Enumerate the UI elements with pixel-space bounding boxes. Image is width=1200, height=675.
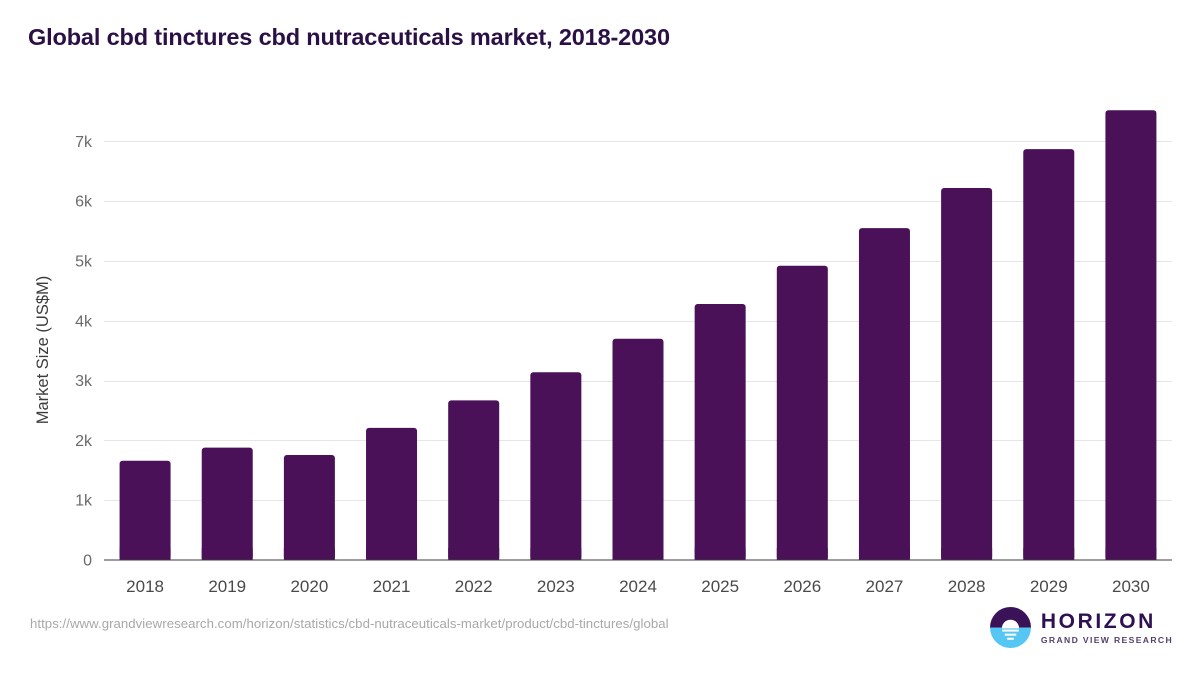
x-tick-label: 2028 bbox=[948, 577, 986, 596]
x-tick-label: 2029 bbox=[1030, 577, 1068, 596]
y-tick-label: 0 bbox=[83, 553, 92, 570]
bar[interactable] bbox=[612, 338, 664, 560]
bar-base bbox=[201, 548, 253, 560]
page-title: Global cbd tinctures cbd nutraceuticals … bbox=[28, 24, 670, 50]
bar[interactable] bbox=[1105, 110, 1157, 560]
chart-footer: https://www.grandviewresearch.com/horizo… bbox=[0, 603, 1200, 675]
y-tick-label: 3k bbox=[75, 373, 93, 390]
bar[interactable] bbox=[1023, 149, 1075, 560]
logo-tagline: GRAND VIEW RESEARCH bbox=[1040, 634, 1173, 645]
x-tick-label: 2030 bbox=[1112, 577, 1150, 596]
source-url-text: https://www.grandviewresearch.com/horizo… bbox=[30, 616, 669, 631]
x-tick-label: 2018 bbox=[126, 577, 164, 596]
bar[interactable] bbox=[283, 455, 335, 560]
y-tick-label: 1k bbox=[75, 493, 93, 510]
bar-base bbox=[858, 548, 910, 560]
y-axis-title: Market Size (US$M) bbox=[34, 276, 52, 425]
x-tick-label: 2022 bbox=[455, 577, 493, 596]
bar[interactable] bbox=[448, 400, 500, 560]
bar[interactable] bbox=[201, 447, 253, 560]
x-tick-labels-group: 2018 2019 2020 2021 2022 2023 2024 2025 2026 2027… bbox=[126, 577, 1150, 596]
horizon-logo: HORIZON GRAND VIEW RESEARCH bbox=[989, 607, 1173, 648]
bar[interactable] bbox=[119, 460, 171, 560]
bar-base bbox=[366, 548, 418, 560]
y-tick-label: 7k bbox=[75, 134, 93, 151]
bar-base bbox=[283, 548, 335, 560]
x-tick-label: 2025 bbox=[701, 577, 739, 596]
x-tick-label: 2026 bbox=[783, 577, 821, 596]
horizon-sunset-icon bbox=[989, 607, 1031, 648]
y-tick-label: 4k bbox=[75, 313, 93, 330]
y-tick-labels-group: 0 1k 2k 3k 4k 5k 6k 7k bbox=[75, 134, 93, 570]
bar[interactable] bbox=[530, 372, 582, 560]
logo-text-block: HORIZON GRAND VIEW RESEARCH bbox=[1041, 611, 1173, 645]
bar-base bbox=[530, 548, 582, 560]
bar[interactable] bbox=[776, 265, 828, 560]
y-tick-label: 2k bbox=[75, 433, 93, 450]
bar-base bbox=[694, 548, 746, 560]
bar[interactable] bbox=[366, 427, 418, 560]
x-tick-label: 2019 bbox=[208, 577, 246, 596]
y-tick-label: 6k bbox=[75, 194, 93, 211]
y-tick-label: 5k bbox=[75, 254, 93, 271]
x-tick-label: 2027 bbox=[866, 577, 904, 596]
logo-wordmark: HORIZON bbox=[1040, 609, 1156, 633]
bar-base bbox=[1023, 548, 1075, 560]
bars-group bbox=[119, 110, 1157, 561]
bar-chart-svg: 0 1k 2k 3k 4k 5k 6k 7k 2018 2019 2020 2021 2022 2023… bbox=[34, 110, 1172, 596]
x-tick-label: 2023 bbox=[537, 577, 575, 596]
x-tick-label: 2021 bbox=[373, 577, 411, 596]
x-tick-label: 2020 bbox=[290, 577, 328, 596]
bar-base bbox=[119, 548, 171, 560]
chart-plot-area: 0 1k 2k 3k 4k 5k 6k 7k 2018 2019 2020 2021 2022 2023… bbox=[34, 110, 1172, 596]
bar[interactable] bbox=[941, 188, 993, 560]
bar[interactable] bbox=[694, 304, 746, 560]
bar-base bbox=[612, 548, 664, 560]
bar-base bbox=[448, 548, 500, 560]
bar-base bbox=[1105, 548, 1157, 560]
bar-base bbox=[941, 548, 993, 560]
x-tick-label: 2024 bbox=[619, 577, 657, 596]
bar-base bbox=[776, 548, 828, 560]
bar[interactable] bbox=[858, 228, 910, 561]
